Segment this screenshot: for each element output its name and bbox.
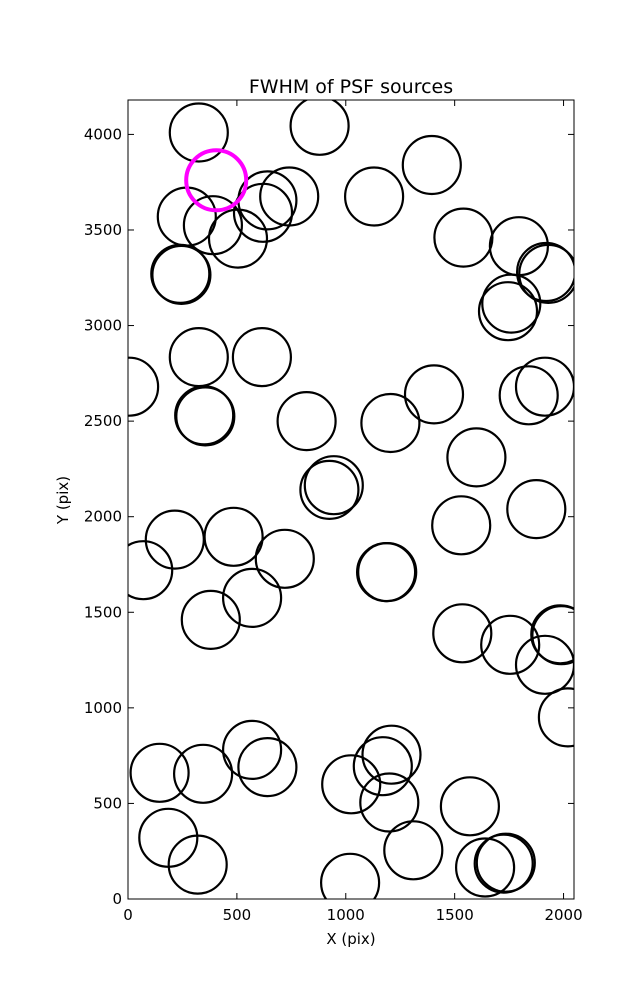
y-tick-label: 3500	[84, 221, 122, 239]
source-marker-59	[320, 852, 381, 899]
source-marker-39	[222, 567, 283, 629]
source-marker-28	[446, 427, 507, 488]
source-marker-62	[475, 832, 536, 893]
source-marker-42	[480, 614, 541, 675]
source-marker-52	[173, 743, 234, 804]
source-marker-22	[498, 365, 559, 426]
source-marker-1	[289, 100, 350, 156]
y-tick-label: 4000	[84, 125, 122, 143]
y-tick-label: 3000	[84, 317, 122, 335]
source-marker-57	[167, 834, 228, 895]
markers-layer	[128, 100, 574, 899]
source-marker-30	[303, 455, 364, 516]
source-marker-5	[344, 166, 405, 227]
source-marker-46	[537, 687, 574, 748]
y-tick-label: 1500	[84, 603, 122, 621]
x-tick-label: 1000	[327, 906, 365, 924]
source-marker-50	[352, 736, 413, 797]
source-marker-43	[514, 634, 574, 695]
source-marker-40	[180, 589, 241, 651]
source-marker-25	[175, 386, 236, 447]
source-marker-53	[321, 754, 382, 815]
y-tick-label: 1000	[84, 699, 122, 717]
source-marker-9	[232, 182, 294, 243]
y-tick-label: 0	[112, 890, 122, 908]
y-tick-label: 2500	[84, 412, 122, 430]
x-tick-label: 0	[123, 906, 133, 924]
chart-title: FWHM of PSF sources	[249, 76, 453, 98]
source-marker-31	[431, 495, 492, 556]
source-marker-23	[514, 356, 574, 417]
source-marker-26	[276, 391, 337, 452]
plot-area	[128, 100, 574, 899]
source-marker-12	[516, 241, 574, 303]
source-marker-38	[357, 541, 418, 603]
source-marker-2	[401, 134, 462, 196]
source-marker-17	[481, 273, 542, 334]
x-tick-label: 1500	[436, 906, 474, 924]
source-marker-27	[360, 392, 421, 454]
source-marker-0	[168, 102, 229, 163]
source-marker-8	[207, 208, 269, 269]
x-tick-label: 2000	[544, 906, 582, 924]
source-marker-35	[254, 528, 315, 589]
source-marker-34	[203, 506, 264, 567]
source-marker-48	[237, 736, 298, 798]
source-marker-32	[506, 479, 567, 540]
source-marker-51	[129, 742, 190, 803]
source-marker-47	[222, 719, 283, 781]
source-marker-20	[128, 356, 160, 417]
y-tick-label: 2000	[84, 508, 122, 526]
source-marker-21	[403, 364, 465, 425]
source-marker-54	[359, 772, 420, 833]
source-marker-41	[432, 603, 493, 664]
source-marker-16	[477, 281, 539, 342]
source-marker-55	[439, 776, 500, 837]
y-tick-label: 500	[93, 794, 122, 812]
source-marker-36	[128, 540, 174, 601]
plot-frame	[127, 99, 575, 900]
x-axis-ticks: 0 500 1000 1500 2000	[123, 100, 583, 924]
source-marker-13	[518, 243, 574, 304]
source-marker-60	[455, 837, 516, 898]
x-tick-label: 500	[223, 906, 252, 924]
source-marker-10	[433, 207, 494, 268]
source-marker-45	[531, 605, 574, 666]
source-marker-58	[383, 820, 444, 881]
source-marker-29	[299, 459, 360, 520]
highlighted-source-marker	[184, 148, 249, 213]
y-axis-ticks: 0 500 1000 1500 2000 2500 3000 3500 4000	[84, 125, 574, 908]
x-axis-label: X (pix)	[326, 930, 375, 948]
y-axis-label: Y (pix)	[54, 476, 72, 525]
source-marker-19	[231, 327, 292, 388]
source-marker-15	[151, 244, 212, 305]
source-marker-49	[361, 724, 422, 785]
